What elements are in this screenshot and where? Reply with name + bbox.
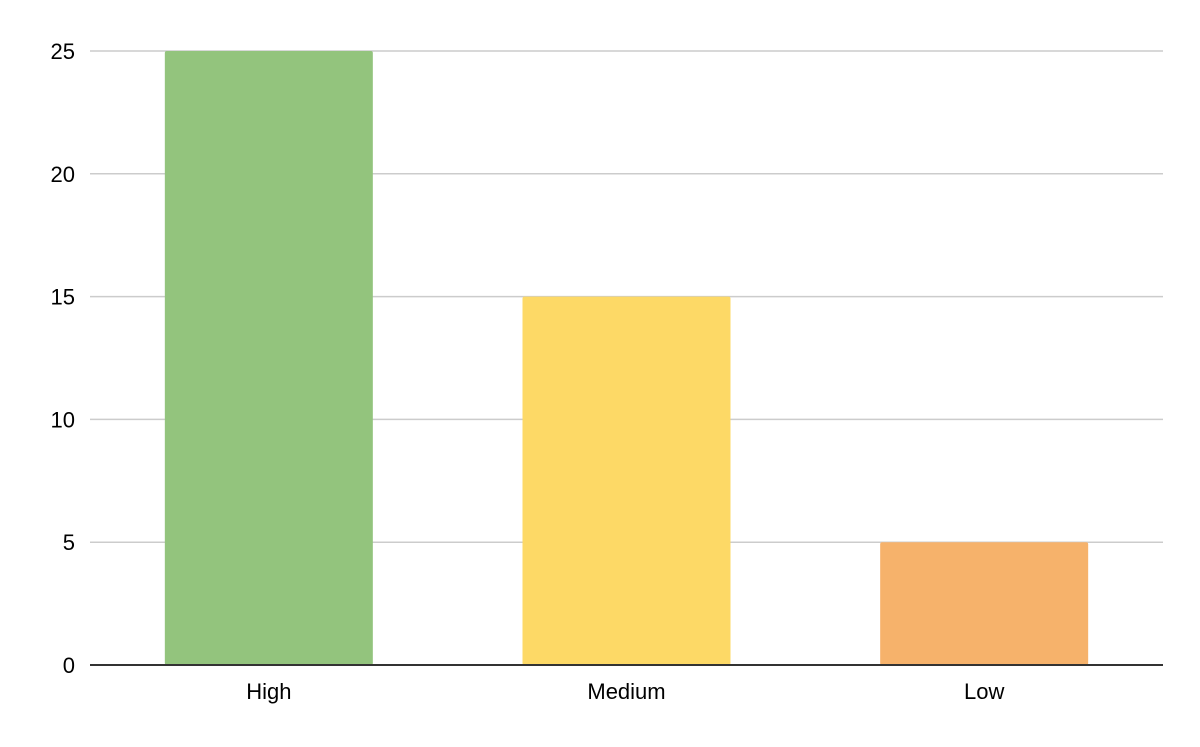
x-tick-label: High (246, 679, 291, 704)
y-tick-label: 0 (63, 653, 75, 678)
bar-high (164, 51, 373, 665)
bar-low (880, 542, 1089, 665)
y-tick-label: 20 (51, 162, 75, 187)
bar-medium (522, 296, 731, 665)
x-tick-label: Medium (587, 679, 665, 704)
y-tick-label: 25 (51, 39, 75, 64)
bars (164, 51, 1089, 665)
x-axis-tick-labels: High Medium Low (246, 679, 1004, 704)
y-tick-label: 15 (51, 285, 75, 310)
y-tick-label: 5 (63, 530, 75, 555)
x-tick-label: Low (964, 679, 1004, 704)
y-tick-label: 10 (51, 407, 75, 432)
y-axis-tick-labels: 0 5 10 15 20 25 (51, 39, 75, 678)
